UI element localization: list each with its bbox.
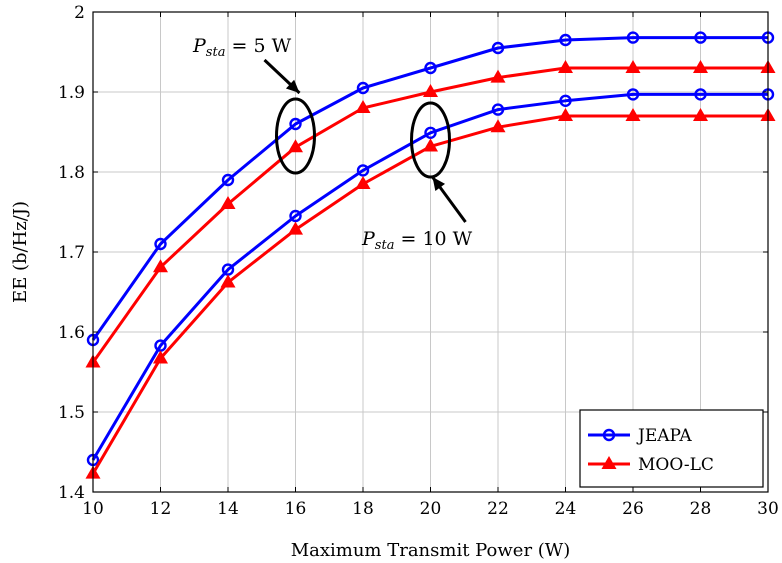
- y-tick-label-1-5: 1.5: [58, 403, 85, 423]
- series-jeapa-psta5-point-28: [694, 31, 707, 44]
- series-moo-lc-psta10-point-18: [355, 175, 371, 190]
- annotation-label-psta-10: Psta = 10 W: [361, 228, 473, 253]
- series-moo-lc-psta10-point-22: [490, 119, 506, 133]
- series-moo-lc-psta5-point-16: [287, 139, 304, 153]
- y-tick-label-1-4: 1.4: [58, 483, 85, 503]
- series-moo-lc-psta10-point-28: [692, 107, 709, 122]
- legend-marker-jeapa: [602, 428, 616, 442]
- y-tick-label-2: 2: [74, 3, 85, 23]
- annotations: Psta = 5 W Psta = 10 W: [192, 35, 473, 253]
- series-moo-lc-psta5-point-20: [422, 83, 439, 98]
- x-tick-label-22: 22: [487, 499, 509, 519]
- series-moo-lc-psta5-point-22: [490, 69, 506, 83]
- series-moo-lc-psta5-point-24: [557, 59, 574, 74]
- series-jeapa-psta5-point-20: [424, 61, 437, 75]
- x-tick-label-26: 26: [622, 499, 644, 519]
- x-tick-label-16: 16: [285, 499, 307, 519]
- annotation-arrow-psta-5-head: [285, 79, 300, 93]
- series-jeapa-psta10-point-20: [424, 126, 437, 140]
- series-moo-lc-psta10-point-24: [557, 107, 574, 122]
- series-jeapa-psta10-point-26: [626, 88, 640, 101]
- series-jeapa-psta10-point-24: [559, 94, 572, 108]
- series-layer: [85, 31, 776, 479]
- x-tick-label-10: 10: [82, 499, 104, 519]
- legend-label-jeapa: JEAPA: [636, 426, 692, 446]
- annotation-ellipse-psta-10: [410, 101, 451, 179]
- series-jeapa-psta10-line: [91, 92, 768, 461]
- y-tick-label-1-6: 1.6: [58, 323, 85, 343]
- series-moo-lc-psta10-point-20: [422, 138, 439, 152]
- series-jeapa-psta5-line: [91, 36, 768, 341]
- x-tick-label-24: 24: [555, 499, 577, 519]
- y-tick-label-1-8: 1.8: [58, 163, 85, 183]
- series-jeapa-psta5-point-22: [491, 41, 505, 55]
- legend-marker-moo-lc: [601, 455, 617, 470]
- legend-box: [579, 409, 764, 488]
- series-jeapa-psta10-point-28: [694, 88, 707, 101]
- series-moo-lc-psta5-point-28: [692, 59, 709, 74]
- series-moo-lc-psta5-point-12: [152, 259, 169, 273]
- series-jeapa-psta5-point-18: [356, 81, 370, 95]
- series-moo-lc-psta5-point-14: [220, 195, 236, 210]
- legend-label-moo-lc: MOO-LC: [638, 455, 714, 475]
- x-tick-label-18: 18: [352, 499, 374, 519]
- x-axis-label: Maximum Transmit Power (W): [291, 540, 571, 561]
- series-jeapa-psta10-point-16: [289, 209, 302, 223]
- ticks: 10 12 14 16 18 20 22 24 26 28 30 1.4 1.5 1.6 1.7 1.8 1.9…: [58, 3, 779, 519]
- x-tick-label-30: 30: [757, 499, 779, 519]
- series-jeapa-psta5-point-16: [289, 117, 302, 131]
- x-tick-label-28: 28: [690, 499, 712, 519]
- series-jeapa-psta10-point-18: [356, 164, 370, 177]
- series-moo-lc-psta10-point-26: [625, 107, 641, 122]
- x-tick-label-14: 14: [217, 499, 239, 519]
- series-jeapa-psta5-point-24: [559, 33, 572, 47]
- series-moo-lc-psta10-point-16: [287, 221, 304, 235]
- series-moo-lc-psta10-point-12: [152, 350, 169, 364]
- y-tick-label-1-7: 1.7: [58, 243, 85, 263]
- x-tick-label-12: 12: [150, 499, 172, 519]
- series-moo-lc-psta10-point-14: [220, 274, 236, 288]
- series-moo-lc-psta5-point-18: [355, 99, 371, 114]
- series-jeapa-psta5-point-14: [221, 173, 235, 187]
- legend: JEAPA MOO-LC: [579, 409, 764, 488]
- series-jeapa-psta10-point-22: [491, 103, 505, 116]
- x-tick-label-20: 20: [420, 499, 442, 519]
- y-axis-label: EE (b/Hz/J): [10, 201, 31, 303]
- annotation-arrow-psta-10-head: [432, 177, 446, 192]
- series-moo-lc-psta5-point-26: [625, 59, 641, 74]
- series-jeapa-psta5-point-12: [154, 237, 167, 251]
- annotation-ellipse-psta-5: [275, 97, 316, 175]
- y-tick-label-1-9: 1.9: [58, 83, 85, 103]
- annotation-label-psta-5: Psta = 5 W: [192, 35, 292, 60]
- series-jeapa-psta5-point-26: [626, 31, 640, 44]
